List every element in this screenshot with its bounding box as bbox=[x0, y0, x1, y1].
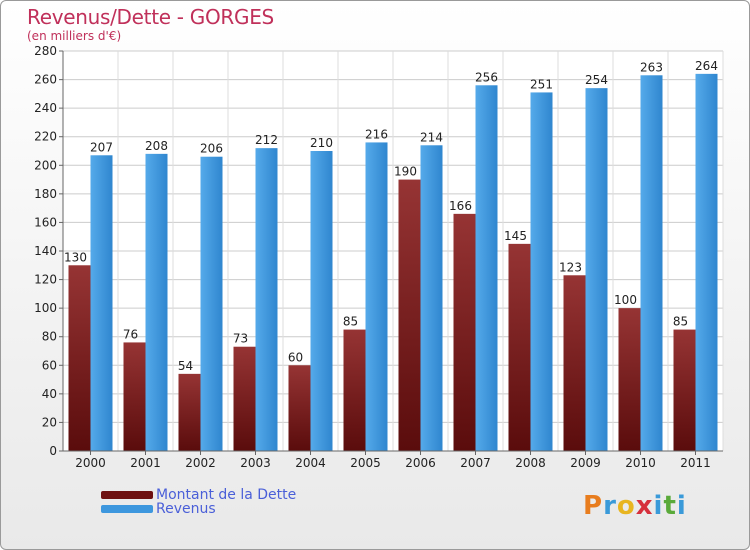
data-label-revenus: 216 bbox=[365, 127, 388, 141]
x-tick-label: 2000 bbox=[75, 456, 106, 470]
y-tick-label: 140 bbox=[34, 244, 57, 258]
data-label-revenus: 212 bbox=[255, 133, 278, 147]
y-tick-label: 160 bbox=[34, 215, 57, 229]
y-tick-label: 80 bbox=[42, 330, 57, 344]
data-label-revenus: 207 bbox=[90, 140, 113, 154]
bar-dette bbox=[508, 243, 531, 451]
legend-item-revenus: Revenus bbox=[101, 501, 216, 517]
data-label-dette: 76 bbox=[123, 327, 138, 341]
bar-revenus bbox=[695, 73, 718, 451]
chart-title: Revenus/Dette - GORGES bbox=[27, 5, 274, 29]
axis-layer: 0 20 40 60 80 100 120 140 160 180 200 220 240 260 280 2… bbox=[34, 44, 723, 470]
data-label-dette: 54 bbox=[178, 359, 193, 373]
bar-revenus bbox=[585, 88, 608, 452]
proxiti-logo: Proxiti bbox=[583, 491, 687, 521]
y-tick-label: 200 bbox=[34, 158, 57, 172]
logo-letter: i bbox=[653, 491, 664, 521]
y-tick-label: 180 bbox=[34, 187, 57, 201]
bar-dette bbox=[343, 329, 366, 451]
data-label-revenus: 263 bbox=[640, 60, 663, 74]
bar-revenus bbox=[640, 75, 663, 452]
logo-letter: o bbox=[616, 491, 636, 521]
data-label-dette: 123 bbox=[559, 260, 582, 274]
y-tick-label: 0 bbox=[49, 444, 57, 458]
y-tick-label: 220 bbox=[34, 130, 57, 144]
legend-item-dette: Montant de la Dette bbox=[101, 487, 296, 503]
bar-dette bbox=[233, 346, 256, 451]
x-tick-label: 2009 bbox=[570, 456, 601, 470]
bar-dette bbox=[563, 275, 586, 451]
x-tick-label: 2003 bbox=[240, 456, 271, 470]
y-tick-label: 280 bbox=[34, 44, 57, 58]
data-label-revenus: 208 bbox=[145, 139, 168, 153]
bar-revenus bbox=[255, 148, 278, 451]
y-tick-label: 100 bbox=[34, 301, 57, 315]
bar-dette bbox=[398, 179, 421, 452]
data-label-dette: 85 bbox=[343, 315, 358, 329]
data-label-revenus: 251 bbox=[530, 77, 553, 91]
x-tick-label: 2008 bbox=[515, 456, 546, 470]
bar-dette bbox=[288, 365, 311, 451]
bar-dette bbox=[618, 308, 641, 451]
x-tick-label: 2004 bbox=[295, 456, 326, 470]
bar-revenus bbox=[145, 153, 168, 451]
chart-subtitle: (en milliers d'€) bbox=[27, 29, 122, 43]
bar-dette bbox=[453, 213, 476, 451]
bar-revenus bbox=[530, 92, 553, 451]
data-label-dette: 60 bbox=[288, 350, 303, 364]
data-label-revenus: 256 bbox=[475, 70, 498, 84]
x-tick-label: 2001 bbox=[130, 456, 161, 470]
legend-swatch-dette bbox=[101, 491, 153, 499]
bar-revenus bbox=[475, 85, 498, 452]
x-tick-label: 2006 bbox=[405, 456, 436, 470]
legend-swatch-revenus bbox=[101, 505, 153, 513]
x-tick-label: 2005 bbox=[350, 456, 381, 470]
bar-revenus bbox=[420, 145, 443, 452]
bar-dette bbox=[673, 329, 696, 451]
logo-letter: r bbox=[603, 491, 617, 521]
y-tick-label: 40 bbox=[42, 387, 57, 401]
bar-revenus bbox=[200, 156, 223, 451]
logo-letter: P bbox=[583, 491, 604, 521]
data-label-revenus: 210 bbox=[310, 136, 333, 150]
bar-revenus bbox=[90, 155, 113, 452]
bar-revenus bbox=[310, 151, 333, 451]
y-tick-label: 60 bbox=[42, 358, 57, 372]
data-label-dette: 85 bbox=[673, 315, 688, 329]
data-label-dette: 166 bbox=[449, 199, 472, 213]
data-label-dette: 130 bbox=[64, 250, 87, 264]
legend-label-dette: Montant de la Dette bbox=[156, 487, 297, 503]
logo-letter: t bbox=[663, 491, 677, 521]
legend-label-revenus: Revenus bbox=[156, 501, 216, 517]
bars-layer bbox=[68, 73, 718, 452]
logo-letter: i bbox=[676, 491, 687, 521]
data-label-dette: 145 bbox=[504, 229, 527, 243]
data-label-revenus: 214 bbox=[420, 130, 443, 144]
y-tick-label: 260 bbox=[34, 73, 57, 87]
bar-dette bbox=[68, 265, 91, 451]
bar-revenus bbox=[365, 142, 388, 451]
data-label-revenus: 206 bbox=[200, 142, 223, 156]
data-label-revenus: 254 bbox=[585, 73, 608, 87]
y-tick-label: 20 bbox=[42, 415, 57, 429]
y-tick-label: 120 bbox=[34, 273, 57, 287]
x-tick-label: 2002 bbox=[185, 456, 216, 470]
data-label-revenus: 264 bbox=[695, 59, 718, 73]
logo-letter: x bbox=[635, 491, 654, 521]
y-tick-label: 240 bbox=[34, 101, 57, 115]
data-label-dette: 100 bbox=[614, 293, 637, 307]
x-tick-label: 2010 bbox=[625, 456, 656, 470]
data-label-dette: 190 bbox=[394, 165, 417, 179]
x-tick-label: 2007 bbox=[460, 456, 491, 470]
bar-dette bbox=[123, 342, 146, 451]
data-labels-layer: 130 207 76 208 54 206 73 212 60 210 85 216 190 214 166… bbox=[64, 59, 718, 373]
x-tick-label: 2011 bbox=[680, 456, 711, 470]
bar-dette bbox=[178, 373, 201, 451]
data-label-dette: 73 bbox=[233, 332, 248, 346]
